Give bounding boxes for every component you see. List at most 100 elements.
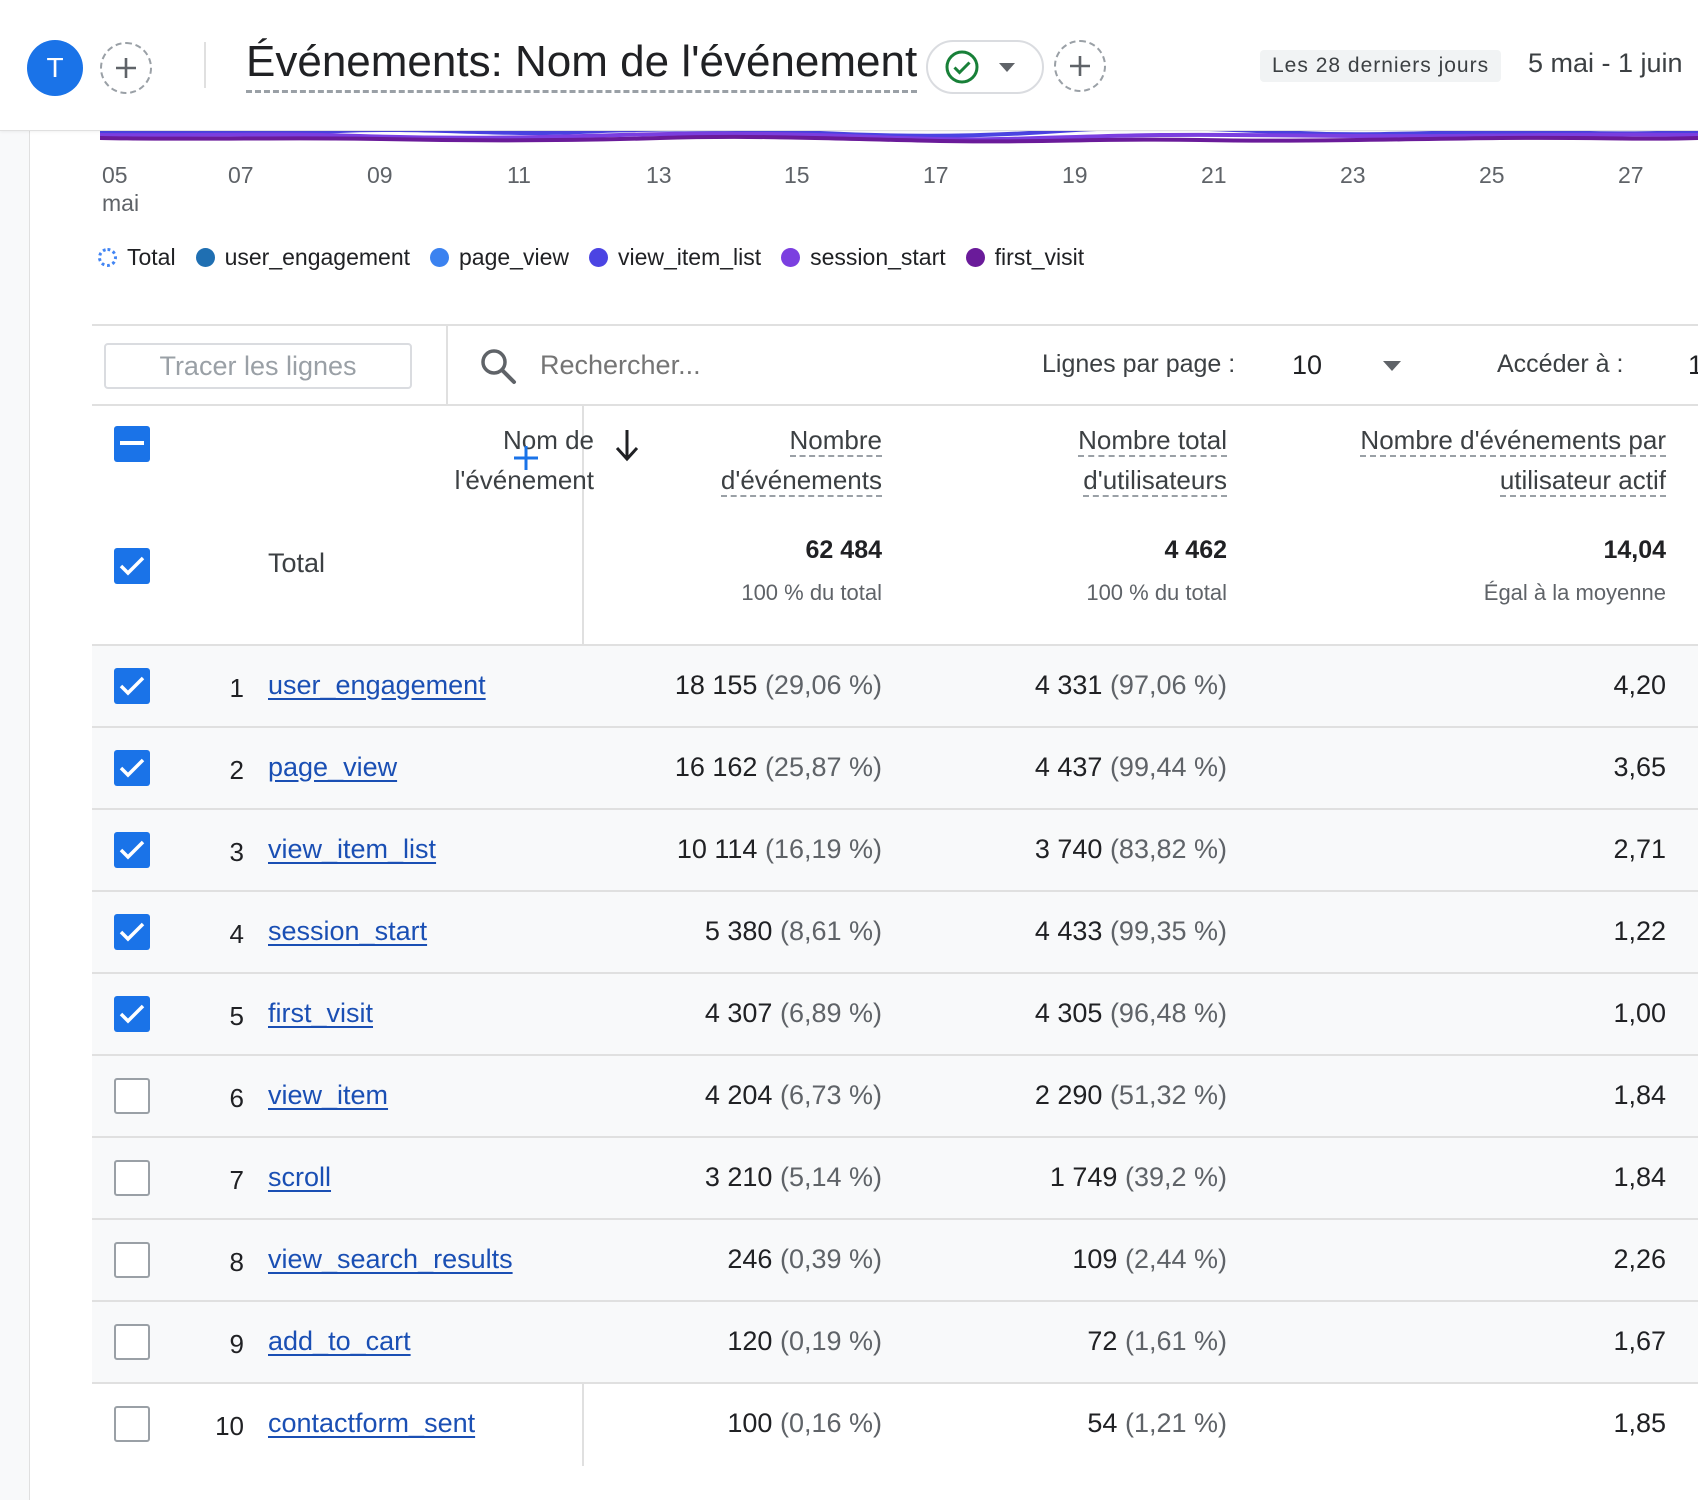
legend-item-user-engagement[interactable]: user_engagement	[195, 243, 411, 271]
total-users: 4 462	[1164, 536, 1227, 564]
event-name-link[interactable]: contactform_sent	[268, 1408, 476, 1438]
event-name-link[interactable]: session_start	[268, 916, 428, 946]
table-row: 7 scroll 3 210 (5,14 %) 1 749 (39,2 %) 1…	[92, 1138, 1698, 1220]
left-navigation-rail	[0, 130, 30, 1500]
event-count-cell: 18 155 (29,06 %)	[675, 670, 882, 701]
total-users-percent: (83,82 %)	[1109, 834, 1227, 864]
caret-down-icon[interactable]	[1382, 360, 1402, 372]
event-count-percent: (8,61 %)	[779, 916, 882, 946]
date-preset-label[interactable]: Les 28 derniers jours	[1260, 50, 1502, 82]
event-name-link[interactable]: view_item	[268, 1080, 389, 1110]
col-header-total-users[interactable]: Nombre total d'utilisateurs	[1078, 420, 1227, 500]
event-count-cell: 16 162 (25,87 %)	[675, 752, 882, 783]
event-count-value: 4 204	[704, 1080, 773, 1110]
event-count-value: 18 155	[674, 670, 758, 700]
check-icon	[119, 556, 145, 576]
event-count-cell: 4 204 (6,73 %)	[705, 1080, 882, 1111]
total-users-value: 4 305	[1034, 998, 1103, 1028]
event-count-value: 10 114	[676, 834, 758, 864]
table-row: 1 user_engagement 18 155 (29,06 %) 4 331…	[92, 646, 1698, 728]
x-tick: 07	[228, 162, 254, 188]
legend-dot	[588, 247, 608, 267]
search-icon[interactable]	[478, 346, 518, 386]
col-header-line: d'événements	[720, 465, 882, 497]
x-tick: 27	[1618, 162, 1644, 188]
caret-down-icon	[999, 63, 1015, 72]
legend-item-session-start[interactable]: session_start	[781, 244, 946, 271]
events-per-user-cell: 3,65	[1613, 752, 1666, 782]
event-name-link[interactable]: scroll	[268, 1162, 332, 1192]
x-tick: 25	[1479, 162, 1505, 188]
row-checkbox[interactable]	[114, 1324, 150, 1360]
sort-descending-arrow-icon[interactable]	[614, 428, 640, 462]
total-users-value: 4 437	[1034, 752, 1103, 782]
report-status-dropdown[interactable]	[926, 40, 1044, 94]
plus-icon	[1070, 56, 1090, 76]
event-name-link[interactable]: page_view	[268, 752, 398, 782]
legend-item-page-view[interactable]: page_view	[430, 244, 569, 271]
row-checkbox[interactable]	[114, 668, 150, 704]
total-users-percent: (2,44 %)	[1124, 1244, 1227, 1274]
event-name-link[interactable]: first_visit	[268, 998, 374, 1028]
row-index: 6	[229, 1083, 244, 1113]
col-header-line: Nombre	[789, 425, 882, 457]
event-count-cell: 3 210 (5,14 %)	[705, 1162, 882, 1193]
total-users-percent: (99,35 %)	[1109, 916, 1227, 946]
event-name-link[interactable]: view_item_list	[268, 834, 437, 864]
plot-rows-button[interactable]: Tracer les lignes	[104, 343, 412, 389]
total-users-percent: (51,32 %)	[1109, 1080, 1227, 1110]
x-tick: 17	[923, 162, 949, 188]
table-row: 2 page_view 16 162 (25,87 %) 4 437 (99,4…	[92, 728, 1698, 810]
row-checkbox[interactable]	[114, 1078, 150, 1114]
row-index: 5	[229, 1001, 244, 1031]
date-range-picker[interactable]: 5 mai - 1 juin	[1528, 48, 1683, 78]
total-users-value: 4 433	[1034, 916, 1103, 946]
table-row: 10 contactform_sent 100 (0,16 %) 54 (1,2…	[92, 1384, 1698, 1466]
row-checkbox[interactable]	[114, 750, 150, 786]
total-users-cell: 109 (2,44 %)	[1072, 1244, 1227, 1275]
event-name-link[interactable]: user_engagement	[268, 670, 486, 700]
x-axis-ticks: 05 mai 07 09 11 13 15 17 19 21 23 25 27	[0, 162, 1698, 222]
report-title[interactable]: Événements: Nom de l'événement	[246, 36, 918, 93]
total-users-cell: 4 437 (99,44 %)	[1035, 752, 1227, 783]
table-row: 5 first_visit 4 307 (6,89 %) 4 305 (96,4…	[92, 974, 1698, 1056]
col-header-line: utilisateur actif	[1499, 465, 1666, 497]
total-per-user-sub: Égal à la moyenne	[1483, 580, 1666, 605]
events-per-user-cell: 1,22	[1613, 916, 1666, 946]
row-checkbox[interactable]	[114, 1160, 150, 1196]
add-filter-button[interactable]	[1054, 40, 1106, 92]
search-input[interactable]	[540, 350, 940, 381]
legend-dot	[965, 247, 985, 267]
rows-per-page-select[interactable]: 10	[1292, 350, 1323, 380]
x-tick: 05	[102, 162, 128, 188]
event-count-percent: (25,87 %)	[764, 752, 882, 782]
goto-page-input[interactable]: 1	[1688, 350, 1698, 380]
col-header-events-per-user[interactable]: Nombre d'événements par utilisateur acti…	[1360, 420, 1666, 500]
legend-item-first-visit[interactable]: first_visit	[965, 244, 1084, 271]
row-checkbox[interactable]	[114, 914, 150, 950]
row-checkbox[interactable]	[114, 1406, 150, 1442]
event-count-percent: (29,06 %)	[764, 670, 882, 700]
avatar-letter: T	[46, 52, 64, 83]
row-index: 2	[229, 755, 244, 785]
row-checkbox[interactable]	[114, 996, 150, 1032]
series-line-bottom	[100, 134, 1698, 144]
legend-label: page_view	[459, 243, 569, 270]
legend-item-total[interactable]: Total	[98, 244, 176, 271]
legend-label: user_engagement	[224, 243, 411, 270]
row-checkbox[interactable]	[114, 832, 150, 868]
total-users-percent: (96,48 %)	[1109, 998, 1227, 1028]
add-dimension-icon[interactable]	[512, 444, 540, 472]
events-per-user-cell: 1,84	[1613, 1080, 1666, 1110]
user-avatar[interactable]: T	[27, 40, 83, 96]
event-name-link[interactable]: view_search_results	[268, 1244, 513, 1274]
legend-item-view-item-list[interactable]: view_item_list	[588, 244, 761, 271]
col-header-event-name[interactable]: Nom de l'événement	[455, 420, 594, 500]
add-comparison-button[interactable]	[100, 42, 152, 94]
col-header-event-count[interactable]: Nombre d'événements	[720, 420, 882, 500]
select-all-checkbox[interactable]	[114, 426, 150, 462]
events-per-user-cell: 2,26	[1613, 1244, 1666, 1274]
row-checkbox[interactable]	[114, 1242, 150, 1278]
total-checkbox[interactable]	[114, 548, 150, 584]
event-name-link[interactable]: add_to_cart	[268, 1326, 411, 1356]
